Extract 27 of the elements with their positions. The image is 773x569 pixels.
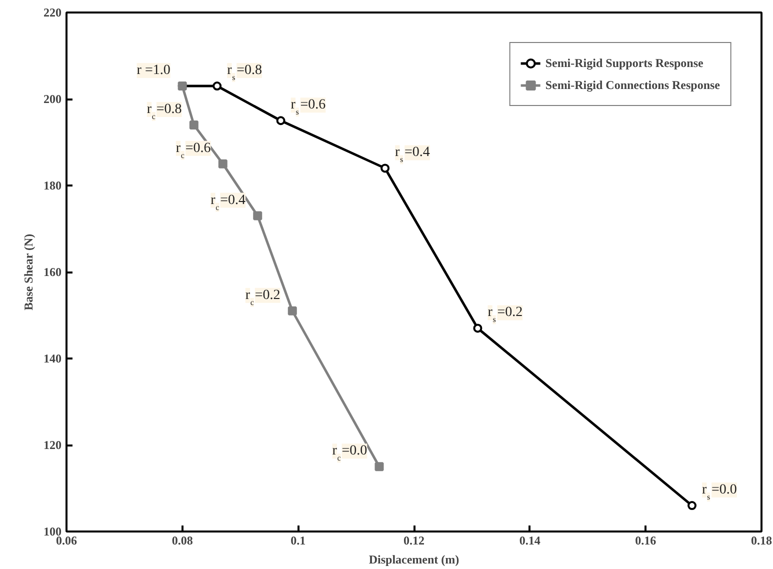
y-tick-label: 180	[44, 178, 62, 192]
point	[688, 501, 696, 510]
annotation: r =1.0	[136, 63, 170, 78]
y-tick-label: 220	[44, 6, 62, 20]
point	[473, 324, 482, 333]
y-tick-label: 140	[44, 352, 62, 366]
x-axis-title: Displacement (m)	[368, 552, 460, 566]
x-tick-label: 0.18	[751, 534, 772, 548]
point	[380, 164, 390, 173]
x-tick-label: 0.16	[635, 534, 656, 548]
x-tick-label: 0.1	[290, 534, 306, 548]
point	[253, 211, 262, 220]
y-axis-title: Base Shear (N)	[22, 234, 36, 310]
point	[218, 159, 228, 168]
y-tick-label: 120	[44, 438, 62, 452]
point	[212, 82, 222, 91]
point	[189, 120, 198, 130]
point	[288, 306, 297, 316]
x-tick-label: 0.12	[404, 534, 424, 548]
legend-label: Semi-Rigid Supports Response	[545, 56, 704, 70]
x-tick-label: 0.08	[172, 534, 193, 548]
x-tick-label: 0.14	[519, 534, 540, 548]
y-tick-label: 200	[44, 92, 62, 106]
point	[276, 116, 286, 126]
legend-label: Semi-Rigid Connections Response	[545, 78, 720, 92]
y-tick-label: 160	[44, 265, 62, 279]
point	[374, 462, 384, 472]
